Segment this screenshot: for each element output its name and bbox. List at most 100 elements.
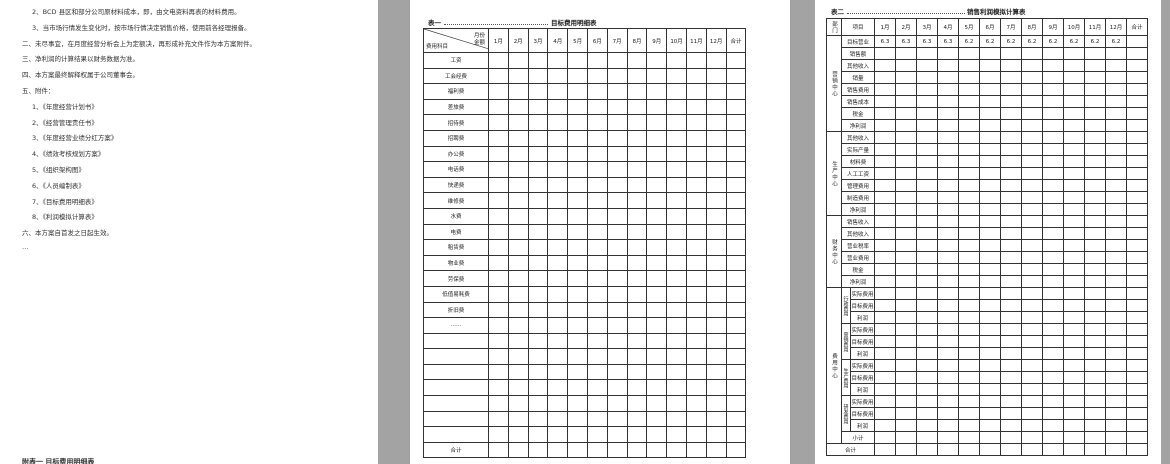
cell [895, 119, 918, 132]
cell [507, 426, 529, 443]
table-row: 实际产量 [827, 143, 1149, 156]
cell [1000, 239, 1023, 252]
cell [895, 95, 918, 108]
cell [488, 426, 509, 443]
cell [937, 119, 960, 132]
cell [1063, 155, 1086, 168]
column-header: 合计 [1126, 18, 1149, 36]
cell [874, 431, 897, 444]
table-row: 目标费用 [827, 371, 1149, 384]
row-label: 净利润 [840, 203, 876, 216]
cell [488, 239, 509, 256]
cell [507, 98, 529, 116]
column-header: 12月 [1105, 18, 1128, 36]
cell [646, 223, 668, 241]
cell [606, 67, 628, 85]
table-row: 福利费 [423, 83, 747, 100]
cell [895, 419, 918, 432]
cell [979, 179, 1002, 192]
text-line: 2、BCD 县区和部分公司原材料成本，即，由文电资料再表的材料费用。 [32, 8, 241, 16]
cell [1000, 83, 1023, 96]
cell [527, 301, 549, 319]
column-header: 10月 [1063, 18, 1086, 36]
cell [527, 161, 549, 178]
cell [685, 395, 707, 412]
cell [527, 98, 549, 116]
column-header: 8月 [626, 28, 648, 53]
cell [606, 254, 628, 272]
cell [507, 161, 529, 178]
column-header: 2月 [895, 18, 918, 36]
cell: 6.2 [1063, 35, 1086, 48]
cell [606, 379, 628, 397]
cell [1021, 227, 1044, 240]
cell [1084, 383, 1107, 396]
cell [937, 419, 960, 432]
cell [916, 419, 939, 432]
cell [1042, 59, 1065, 72]
cell [937, 167, 960, 180]
cell [958, 83, 981, 96]
column-header: 6月 [979, 18, 1002, 36]
cell [527, 379, 549, 397]
table-row: …… [423, 317, 747, 334]
cell [937, 335, 960, 348]
cell [705, 145, 727, 163]
cell [895, 395, 918, 408]
cell [916, 431, 939, 444]
expense-table: 月份 费用科目 金额 1月 2月 3月 4月 5月 6月 7月 8月 9月 10月 11月 12月 合计 工资工… [423, 28, 747, 459]
cell [895, 263, 918, 276]
cell [705, 254, 727, 272]
cell [895, 311, 918, 324]
cell [1126, 131, 1149, 144]
cell [958, 59, 981, 72]
cell [1042, 275, 1065, 288]
cell [567, 129, 588, 147]
cell [488, 52, 509, 69]
table-row: 水费 [423, 207, 747, 225]
cell [646, 254, 668, 272]
cell [1063, 203, 1086, 216]
cell [916, 95, 939, 108]
cell [626, 317, 648, 334]
cell [725, 67, 747, 85]
cell [1084, 275, 1107, 288]
cell [586, 83, 608, 100]
cell [916, 359, 939, 372]
cell [567, 426, 588, 443]
cell [626, 161, 648, 178]
text-line: 二、未尽事宜，在月度经营分析会上为定额决，再形成补充文件作为本方案附件。 [22, 39, 256, 48]
cell [874, 227, 897, 240]
cell [979, 239, 1002, 252]
table-label: 表二 [831, 8, 844, 16]
cell [1105, 311, 1128, 324]
cell [606, 52, 628, 69]
cell [488, 270, 509, 287]
cell [606, 223, 628, 241]
cell [958, 335, 981, 348]
section-label: 生产中心 [826, 131, 842, 216]
cell [705, 317, 727, 334]
cell [874, 59, 897, 72]
cell [1021, 251, 1044, 264]
cell [1105, 275, 1128, 288]
cell [916, 179, 939, 192]
cell [958, 95, 981, 108]
cell [1105, 203, 1128, 216]
row-label: 营业税率 [840, 239, 876, 252]
column-header: 4月 [937, 18, 960, 36]
cell [606, 301, 628, 319]
cell [1042, 371, 1065, 384]
cell [979, 431, 1002, 444]
cell [1084, 83, 1107, 96]
cell [705, 67, 727, 85]
cell [626, 83, 648, 100]
cell [895, 275, 918, 288]
cell [705, 192, 727, 209]
table-row: 利润 [827, 311, 1149, 324]
cell [1063, 335, 1086, 348]
cell [685, 363, 707, 381]
cell [567, 410, 588, 428]
cell [567, 161, 588, 178]
row-label: 低值易耗费 [423, 285, 489, 303]
